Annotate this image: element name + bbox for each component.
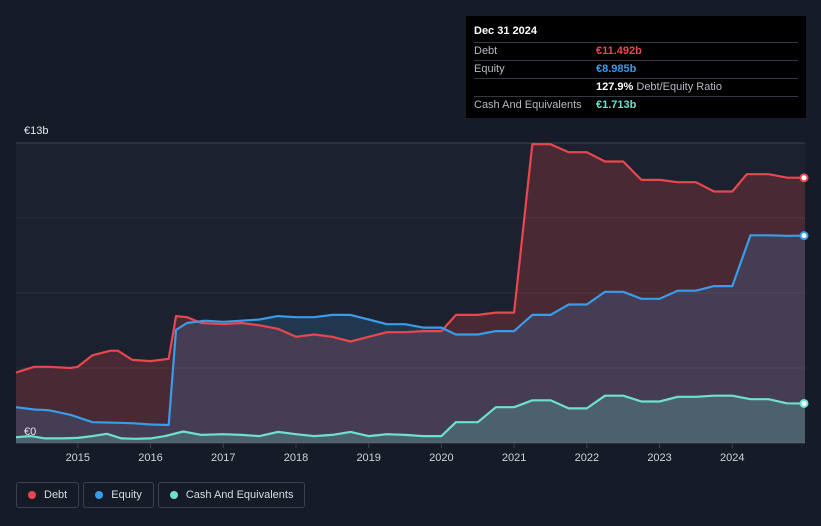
x-tick-label: 2021 [502, 452, 526, 464]
ratio-caption: Debt/Equity Ratio [636, 81, 722, 93]
tooltip-label: Debt [474, 45, 498, 57]
legend-dot-icon [28, 491, 36, 499]
cash-and-equivalents-area [16, 395, 805, 443]
legend-item-equity[interactable]: Equity [83, 482, 154, 508]
x-tick-label: 2023 [647, 452, 671, 464]
x-tick-label: 2018 [284, 452, 308, 464]
series-end-markers [799, 173, 809, 408]
x-axis-ticks: 2015 2016 2017 2018 2019 2020 2021 2022 2023 2024 [66, 443, 745, 464]
tooltip-date: Dec 31 2024 [474, 24, 798, 43]
series-lines [15, 143, 806, 440]
equity-area [16, 235, 805, 443]
debt-line [15, 143, 806, 374]
debt-end-marker[interactable] [799, 173, 809, 183]
legend-item-debt[interactable]: Debt [16, 482, 80, 508]
equity-line [15, 234, 806, 427]
x-tick-label: 2020 [429, 452, 453, 464]
x-tick-label: 2022 [575, 452, 599, 464]
legend-dot-icon [169, 491, 178, 499]
chart-legend: Debt Equity Cash And Equivalents [16, 482, 306, 508]
cash-and-equivalents-end-marker[interactable] [799, 398, 809, 408]
tooltip-row-cash: Cash And Equivalents €1.713b [474, 97, 798, 114]
cash-and-equivalents-line [15, 394, 806, 440]
x-tick-label: 2024 [720, 452, 744, 464]
y-axis-top-label: €13b [24, 125, 49, 137]
x-tick-label: 2016 [138, 452, 162, 464]
x-tick-label: 2017 [211, 452, 235, 464]
tooltip-value: €1.713b [596, 99, 637, 111]
x-tick-label: 2015 [66, 452, 90, 464]
tooltip-value: €11.492b [596, 45, 642, 57]
legend-label: Equity [111, 489, 142, 501]
ratio-value: 127.9% [596, 81, 634, 93]
tooltip-row-debt: Debt €11.492b [474, 43, 798, 61]
equity-end-marker[interactable] [799, 231, 809, 241]
legend-label: Debt [44, 489, 68, 501]
tooltip-label: Cash And Equivalents [474, 99, 582, 111]
tooltip-label [474, 79, 596, 96]
legend-dot-icon [95, 491, 104, 499]
x-tick-label: 2019 [356, 452, 380, 464]
y-axis-bottom-label: €0 [24, 426, 37, 438]
tooltip-row-equity: Equity €8.985b [474, 61, 798, 79]
tooltip-value: 127.9% Debt/Equity Ratio [596, 79, 722, 96]
tooltip-value: €8.985b [596, 63, 637, 75]
tooltip-row-ratio: 127.9% Debt/Equity Ratio [474, 79, 798, 97]
data-tooltip: Dec 31 2024 Debt €11.492b Equity €8.985b… [466, 16, 806, 118]
debt-area [16, 144, 805, 443]
series-areas [16, 144, 805, 443]
legend-label: Cash And Equivalents [185, 489, 294, 501]
tooltip-label: Equity [474, 63, 505, 75]
legend-item-cash[interactable]: Cash And Equivalents [157, 482, 306, 508]
